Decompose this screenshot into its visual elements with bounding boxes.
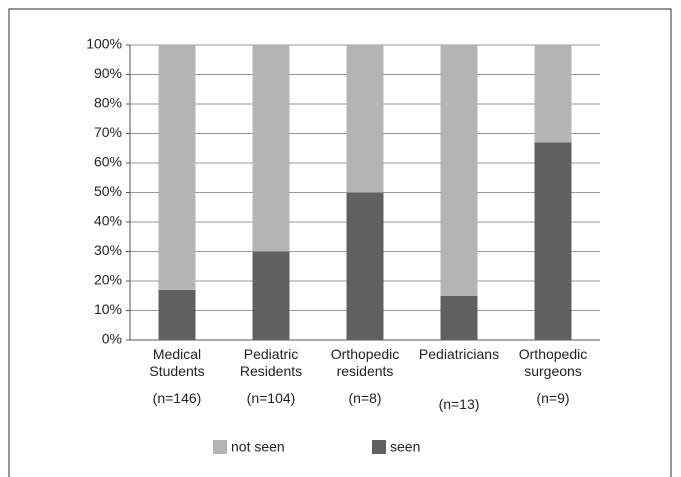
y-tick-label: 60% bbox=[94, 154, 122, 170]
x-tick-note: (n=146) bbox=[152, 390, 202, 406]
legend-label: seen bbox=[390, 439, 420, 455]
frame bbox=[8, 8, 672, 477]
x-tick-label: Medical Students bbox=[149, 346, 205, 379]
bar-segment bbox=[534, 45, 572, 143]
bar-segment bbox=[158, 45, 196, 290]
x-tick-note: (n=104) bbox=[246, 390, 296, 406]
x-tick-note: (n=8) bbox=[348, 390, 382, 406]
x-tick-label: Orthopedic surgeons bbox=[518, 346, 588, 379]
legend-swatch bbox=[213, 440, 227, 454]
y-tick-label: 40% bbox=[94, 213, 122, 229]
legend-label: not seen bbox=[231, 439, 285, 455]
y-tick-label: 70% bbox=[94, 124, 122, 140]
y-tick-label: 90% bbox=[94, 65, 122, 81]
x-tick-label: Orthopedic residents bbox=[330, 346, 400, 379]
x-tick-label: Pediatricians bbox=[418, 346, 500, 362]
x-tick-note: (n=13) bbox=[438, 396, 480, 412]
x-tick-note: (n=9) bbox=[536, 390, 570, 406]
bar-segment bbox=[440, 45, 478, 296]
bar-segment bbox=[440, 295, 478, 340]
bar-segment bbox=[252, 45, 290, 252]
bar-segment bbox=[252, 251, 290, 340]
y-tick-label: 100% bbox=[86, 36, 122, 52]
bar-segment bbox=[346, 45, 384, 193]
y-tick-label: 80% bbox=[94, 95, 122, 111]
y-tick-label: 30% bbox=[94, 242, 122, 258]
bar-segment bbox=[346, 192, 384, 340]
y-tick-label: 20% bbox=[94, 272, 122, 288]
x-tick-label: Pediatric Residents bbox=[239, 346, 303, 379]
y-tick-label: 50% bbox=[94, 183, 122, 199]
y-tick-label: 10% bbox=[94, 301, 122, 317]
bar-segment bbox=[534, 142, 572, 340]
y-tick-label: 0% bbox=[102, 331, 122, 347]
bar-segment bbox=[158, 289, 196, 340]
legend-swatch bbox=[372, 440, 386, 454]
